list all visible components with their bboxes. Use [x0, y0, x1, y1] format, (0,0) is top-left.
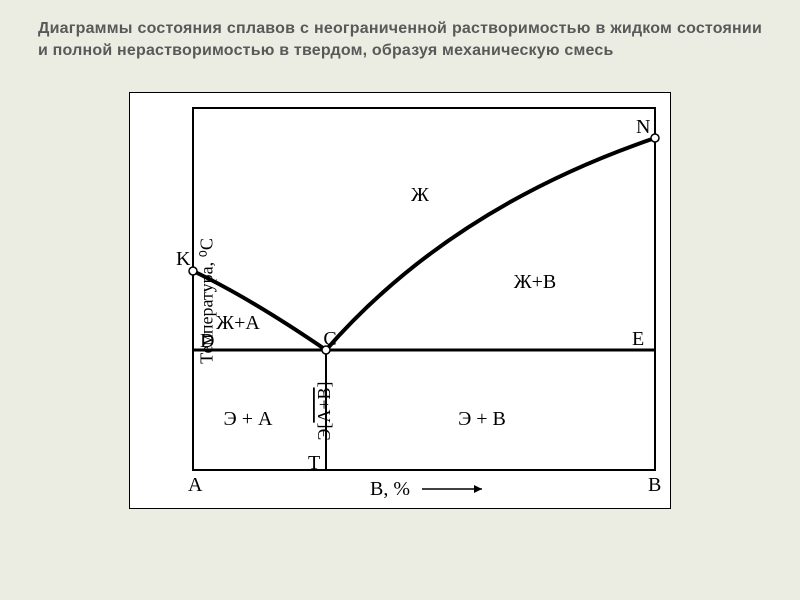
label-b: B [648, 474, 661, 496]
region-zh-b: Ж+В [514, 271, 557, 293]
label-e: E [632, 328, 644, 350]
phase-diagram: Температура, ⁰С Ж Ж+А Ж+В Э + А Э + В [129, 92, 671, 509]
page-title: Диаграммы состояния сплавов с неограниче… [38, 18, 762, 62]
label-k: K [176, 248, 191, 270]
region-zh-a: Ж+А [216, 312, 260, 334]
x-axis-arrow-head [474, 485, 482, 493]
label-c: C [323, 328, 336, 350]
label-t: T [308, 452, 320, 474]
diagram-svg: Ж Ж+А Ж+В Э + А Э + В Э[А+В] K N D E C T… [130, 93, 670, 508]
label-a: A [188, 474, 203, 496]
svg-text:Э[А+В]: Э[А+В] [314, 382, 334, 441]
region-e-b: Э + В [458, 408, 506, 430]
curve-cn [326, 138, 655, 350]
x-axis-label: В, % [370, 478, 410, 500]
region-liquid: Ж [411, 184, 429, 206]
label-n: N [636, 116, 650, 138]
eutectic-vlabel: Э[А+В] [314, 382, 334, 441]
label-d: D [200, 330, 214, 352]
marker-n [651, 134, 659, 142]
region-e-a: Э + А [224, 408, 273, 430]
